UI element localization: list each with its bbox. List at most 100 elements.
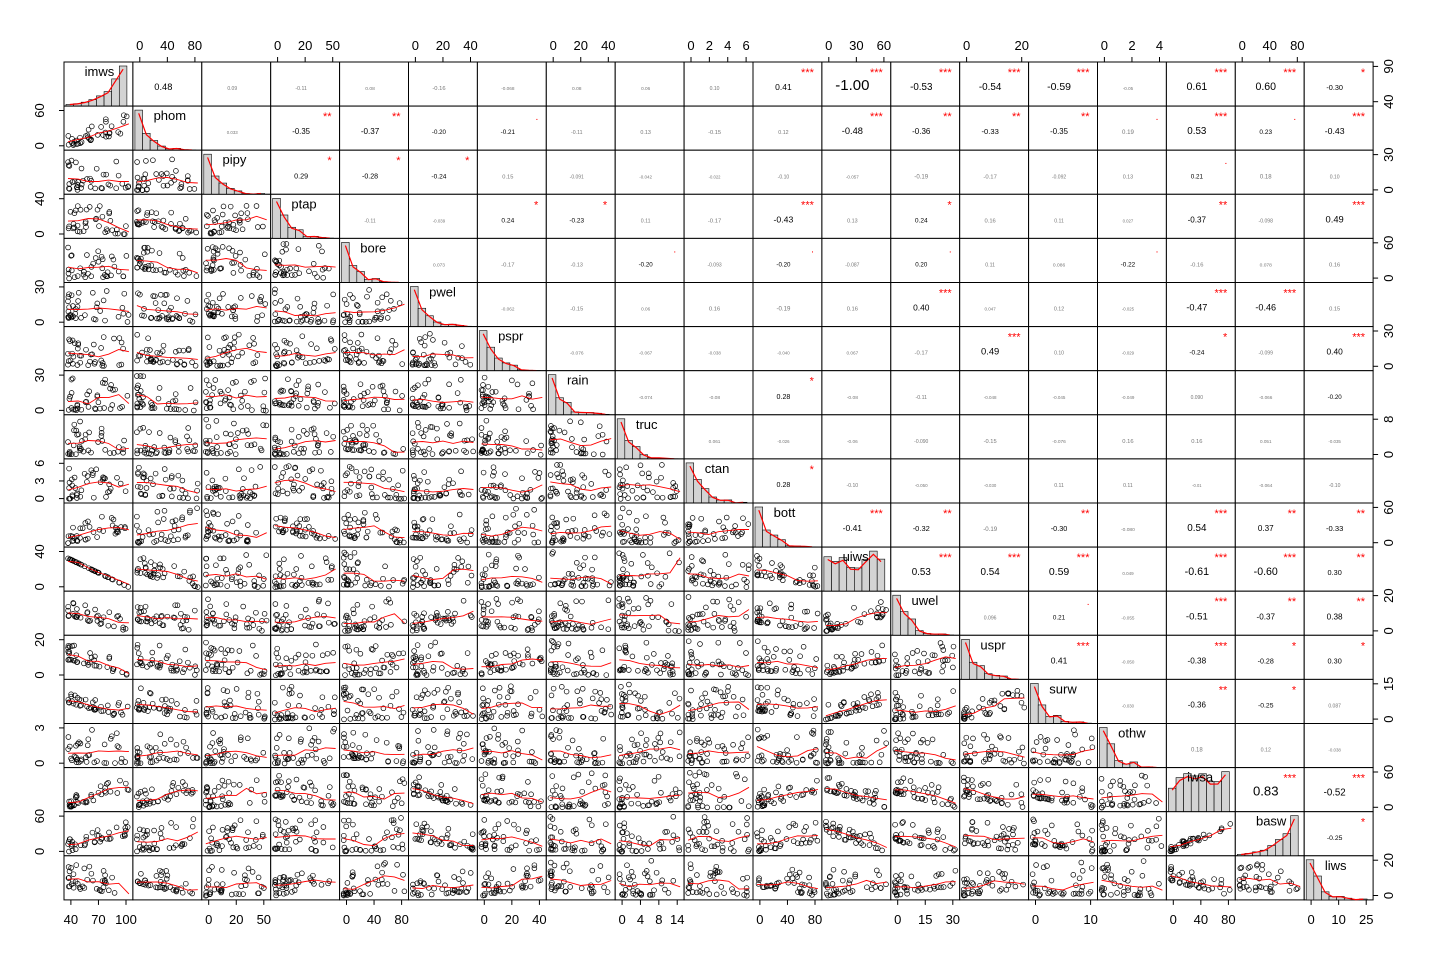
panel-ptap-uwel: 0.24* xyxy=(890,193,961,239)
scatter-point xyxy=(452,448,459,454)
scatter-point xyxy=(116,335,123,341)
scatter-point xyxy=(441,339,448,346)
scatter-point xyxy=(65,358,72,364)
scatter-point xyxy=(83,346,89,353)
panel-uspr-iwsa: -0.38*** xyxy=(1165,634,1236,680)
scatter-point xyxy=(327,405,333,411)
correlation-value: 0.16 xyxy=(1122,439,1133,445)
scatter-point xyxy=(69,451,75,457)
scatter-point xyxy=(176,250,183,257)
scatter-point xyxy=(168,221,174,227)
scatter-point xyxy=(146,450,152,457)
scatter-point xyxy=(603,438,610,445)
scatter-point xyxy=(249,293,255,299)
scatter-point xyxy=(93,165,100,172)
smooth-line xyxy=(136,482,198,494)
panel-frame xyxy=(1028,326,1098,372)
scatter-point xyxy=(87,137,94,143)
panel-pspr-iwsa: -0.24* xyxy=(1165,326,1236,372)
scatter-point xyxy=(217,362,223,369)
scatter-point xyxy=(113,185,119,191)
scatter-point xyxy=(263,422,270,429)
scatter-point xyxy=(356,430,363,437)
scatter-point xyxy=(238,267,244,274)
scatter-point xyxy=(115,172,122,179)
scatter-point xyxy=(396,407,403,414)
scatter-point xyxy=(410,350,416,356)
scatter-point xyxy=(153,267,159,274)
scatter-point xyxy=(134,450,140,457)
scatter-point xyxy=(167,406,174,412)
correlation-value: 0.12 xyxy=(1054,307,1064,313)
scatter-point xyxy=(135,184,142,190)
scatter-point xyxy=(530,447,536,453)
panel-bore-uspr: 0.11 xyxy=(959,237,1030,283)
panel-frame xyxy=(1303,414,1374,460)
histogram-bar-ctan xyxy=(701,488,710,504)
scatter-point xyxy=(278,474,285,480)
scatter-point xyxy=(410,402,416,409)
panel-uwel-iwsa: -0.51*** xyxy=(1165,590,1236,636)
scatter-point xyxy=(66,314,72,320)
scatter-point xyxy=(364,389,371,395)
scatter-point xyxy=(299,333,306,339)
panel-pwel-pwel: pwel xyxy=(408,282,478,328)
scatter-point xyxy=(84,391,90,398)
scatter-point xyxy=(422,334,428,340)
scatter-point xyxy=(283,464,290,470)
panel-frame xyxy=(959,590,1030,636)
scatter-point xyxy=(218,450,224,456)
scatter-point xyxy=(85,404,92,410)
scatter-point xyxy=(138,491,145,498)
correlation-value: -0.60 xyxy=(1254,566,1278,578)
panel-surw-uiws xyxy=(821,678,892,725)
scatter-point xyxy=(206,344,213,350)
scatter-point xyxy=(287,317,293,324)
scatter-point xyxy=(370,422,376,429)
scatter-point xyxy=(163,269,169,276)
scatter-point xyxy=(194,480,201,487)
panel-frame xyxy=(339,193,410,239)
panel-frame xyxy=(1028,105,1098,151)
smooth-line xyxy=(67,218,130,233)
scatter-point xyxy=(328,478,335,485)
scatter-point xyxy=(134,332,140,338)
correlation-value: -0.21 xyxy=(501,129,516,136)
scatter-point xyxy=(367,401,373,407)
scatter-point xyxy=(85,126,92,133)
scatter-point xyxy=(250,360,257,367)
panel-frame xyxy=(1165,149,1236,195)
scatter-point xyxy=(278,387,285,394)
scatter-point xyxy=(210,311,216,318)
panel-ptap-pwel: -0.039 xyxy=(408,193,478,239)
scatter-point xyxy=(210,358,217,365)
significance-stars: . xyxy=(949,244,952,255)
scatter-point xyxy=(179,255,186,261)
scatter-point xyxy=(123,253,130,259)
scatter-point xyxy=(322,265,328,271)
scatter-point xyxy=(100,297,107,304)
scatter-point xyxy=(176,448,182,455)
scatter-point xyxy=(388,298,394,304)
scatter-point xyxy=(315,440,322,446)
scatter-point xyxy=(134,357,140,364)
correlation-value: 0.16 xyxy=(1329,262,1340,268)
scatter-point xyxy=(481,374,488,381)
panel-frame xyxy=(1234,193,1305,239)
scatter-point xyxy=(204,495,211,502)
panel-frame xyxy=(959,282,1030,328)
scatter-point xyxy=(231,420,237,427)
correlation-value: -0.039 xyxy=(433,218,446,223)
significance-stars: * xyxy=(1292,640,1297,652)
correlation-value: -0.029 xyxy=(1122,351,1135,356)
scatter-point xyxy=(463,449,469,455)
significance-stars: . xyxy=(1225,156,1228,167)
scatter-point xyxy=(116,362,122,368)
scatter-point xyxy=(145,335,151,341)
scatter-point xyxy=(374,299,381,306)
scatter-point xyxy=(459,343,465,349)
scatter-point xyxy=(106,488,113,495)
scatter-point xyxy=(479,393,486,400)
correlation-value: -0.087 xyxy=(845,262,859,268)
scatter-point xyxy=(70,221,77,227)
